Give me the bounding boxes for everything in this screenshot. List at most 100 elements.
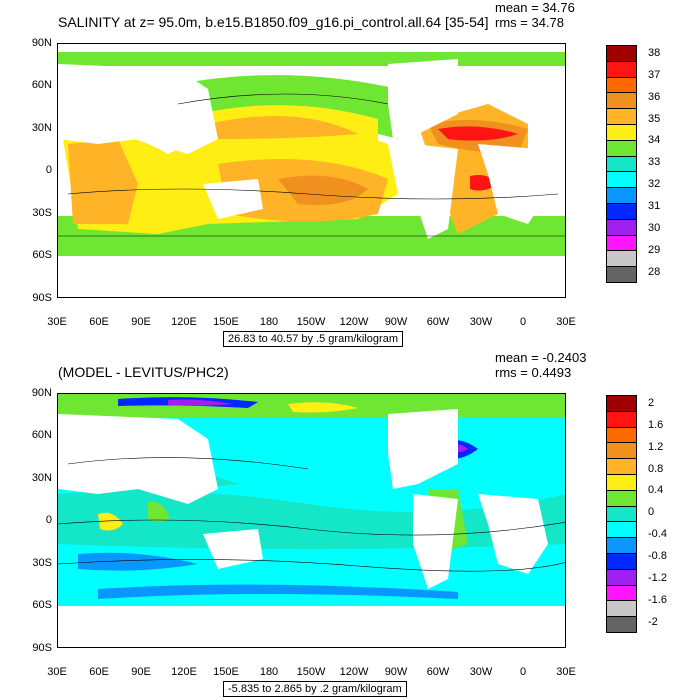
colorbar-label: 0.4 bbox=[648, 484, 664, 497]
colorbar-swatch bbox=[606, 171, 637, 189]
acc-low-band bbox=[98, 584, 458, 599]
contour-line bbox=[177, 93, 389, 105]
panel-title: SALINITY at z= 95.0m, b.e15.B1850.f09_g1… bbox=[58, 14, 489, 30]
colorbar-label: 29 bbox=[648, 243, 661, 256]
colorbar-swatch bbox=[606, 45, 637, 62]
south-pacific-max bbox=[278, 175, 368, 205]
colorbar-swatch bbox=[606, 124, 637, 141]
lat-label: 90N bbox=[31, 387, 52, 399]
lat-label: 90N bbox=[31, 37, 52, 49]
colorbar-swatch bbox=[606, 155, 637, 173]
colorbar-swatch bbox=[606, 553, 637, 570]
lat-label: 0 bbox=[45, 514, 52, 526]
contour-range-label: -5.835 to 2.865 by .2 gram/kilogram bbox=[223, 681, 407, 697]
colorbar-label: -0.4 bbox=[648, 528, 667, 541]
rms-value: rms = 0.4493 bbox=[495, 365, 572, 380]
mean-value: mean = -0.2403 bbox=[495, 350, 587, 365]
lon-label: 30E bbox=[556, 316, 576, 328]
lat-label: 60N bbox=[31, 429, 52, 441]
colorbar-swatch bbox=[606, 60, 637, 78]
australia-land bbox=[203, 529, 263, 569]
salinity-panel: SALINITY at z= 95.0m, b.e15.B1850.f09_g1… bbox=[31, 0, 661, 347]
acc-band bbox=[58, 234, 565, 240]
colorbar-swatch bbox=[606, 458, 637, 475]
colorbar-label: 37 bbox=[648, 68, 661, 81]
colorbar-label: -1.6 bbox=[648, 593, 667, 606]
salinity-map-svg bbox=[58, 44, 565, 297]
difference-map-svg bbox=[58, 394, 565, 647]
contour-line bbox=[67, 457, 309, 470]
colorbar-swatch bbox=[606, 203, 637, 220]
colorbar-label: 28 bbox=[648, 265, 661, 278]
colorbar-label: 33 bbox=[648, 156, 661, 169]
lon-label: 120E bbox=[171, 316, 197, 328]
lon-label: 90E bbox=[131, 666, 151, 678]
difference-map bbox=[57, 393, 566, 648]
lon-label: 60W bbox=[426, 666, 450, 678]
colorbar-swatch bbox=[606, 92, 637, 110]
lat-label: 0 bbox=[45, 164, 52, 176]
colorbar-swatch bbox=[606, 187, 637, 204]
colorbar-label: 2 bbox=[648, 397, 655, 409]
lon-label: 90W bbox=[384, 316, 408, 328]
lon-label: 150E bbox=[213, 316, 239, 328]
south-america-land bbox=[413, 494, 458, 589]
lat-label: 30N bbox=[31, 122, 52, 134]
southern-low bbox=[78, 552, 198, 571]
colorbar-label: 1.6 bbox=[648, 418, 664, 431]
lat-label: 60S bbox=[32, 249, 52, 261]
lon-label: 60E bbox=[89, 316, 109, 328]
colorbar-swatch bbox=[606, 489, 637, 507]
lat-label: 30S bbox=[32, 207, 52, 219]
lat-label: 30N bbox=[31, 472, 52, 484]
eurasia-land bbox=[58, 64, 218, 154]
colorbar-swatch bbox=[606, 616, 637, 633]
lon-label: 30E bbox=[556, 666, 576, 678]
lat-label: 60N bbox=[31, 79, 52, 91]
contour-line bbox=[58, 519, 565, 536]
colorbar-label: 38 bbox=[648, 47, 661, 59]
lon-label: 30W bbox=[469, 316, 493, 328]
colorbar-swatch bbox=[606, 505, 637, 523]
colorbar-swatch bbox=[606, 108, 637, 125]
colorbar-label: 0 bbox=[648, 506, 655, 519]
colorbar-label: 35 bbox=[648, 112, 661, 125]
arctic-min bbox=[168, 399, 233, 406]
salinity-map bbox=[57, 43, 566, 298]
lon-label: 120W bbox=[339, 316, 369, 328]
lon-label: 150W bbox=[296, 666, 326, 678]
colorbar-swatch bbox=[606, 410, 637, 428]
colorbar-swatch bbox=[606, 474, 637, 491]
colorbar-label: 36 bbox=[648, 90, 661, 103]
contour-range-label: 26.83 to 40.57 by .5 gram/kilogram bbox=[223, 331, 403, 347]
lon-label: 0 bbox=[519, 316, 527, 328]
lon-label: 90W bbox=[384, 666, 408, 678]
north-atlantic-max bbox=[438, 126, 518, 141]
lon-label: 180 bbox=[259, 316, 279, 328]
colorbar-label: -2 bbox=[648, 615, 658, 628]
antarctica-land bbox=[58, 606, 565, 647]
antarctica-land bbox=[58, 256, 565, 297]
lat-label: 30S bbox=[32, 557, 52, 569]
lon-label: 30E bbox=[47, 666, 67, 678]
indian-ocean-field bbox=[68, 139, 138, 224]
colorbar-swatch bbox=[606, 250, 637, 268]
indian-positive bbox=[98, 512, 123, 531]
lat-label: 60S bbox=[32, 599, 52, 611]
lon-label: 30E bbox=[47, 316, 67, 328]
panel-title: (MODEL - LEVITUS/PHC2) bbox=[58, 364, 229, 380]
colorbar-swatch bbox=[606, 76, 637, 94]
colorbar-swatch bbox=[606, 600, 637, 618]
south-america-land bbox=[413, 144, 458, 239]
colorbar bbox=[606, 395, 637, 633]
colorbar-label: 1.2 bbox=[648, 440, 664, 453]
colorbar-label: 34 bbox=[648, 134, 661, 147]
difference-panel: (MODEL - LEVITUS/PHC2) mean = -0.2403 rm… bbox=[0, 350, 700, 700]
colorbar-swatch bbox=[606, 426, 637, 444]
australia-land bbox=[203, 179, 263, 219]
lon-label: 90E bbox=[131, 316, 151, 328]
colorbar-label: 31 bbox=[648, 200, 661, 213]
lat-label: 90S bbox=[32, 642, 52, 654]
arctic-cap bbox=[58, 44, 565, 52]
lon-label: 180 bbox=[259, 666, 279, 678]
